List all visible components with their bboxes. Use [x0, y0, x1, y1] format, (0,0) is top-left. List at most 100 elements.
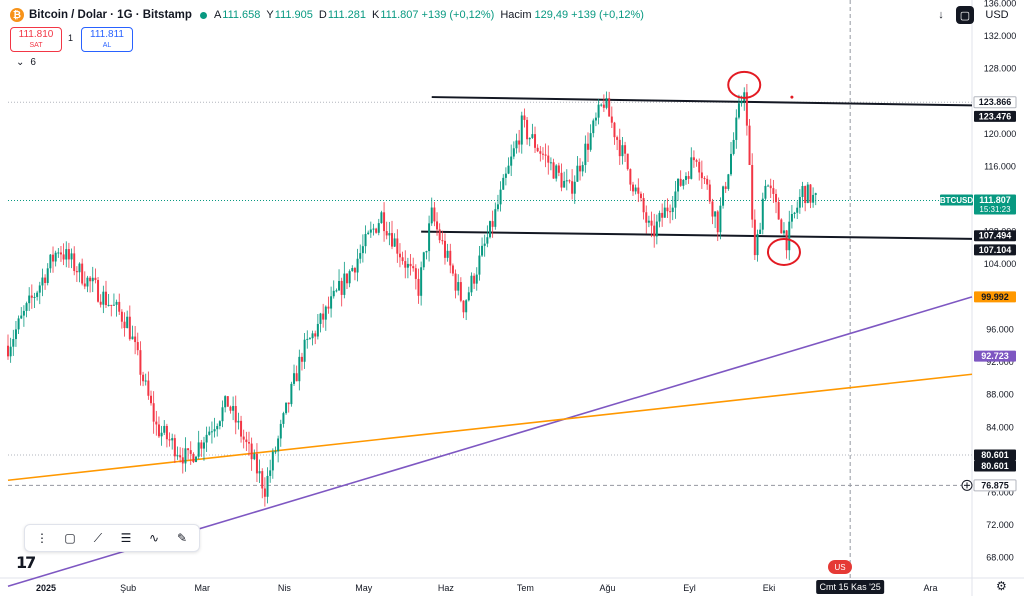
buy-price: 111.811 — [90, 28, 124, 40]
chevron-down-icon: ⌄ — [16, 57, 25, 68]
price-tick-label: 104.000 — [984, 259, 1017, 269]
candle-body — [594, 117, 597, 121]
candle-body — [711, 201, 714, 217]
candle-body — [253, 453, 256, 460]
candle-body — [91, 277, 94, 282]
candle-body — [181, 457, 184, 464]
candle-body — [160, 432, 163, 437]
symbol-tag-badge — [940, 194, 973, 206]
candle-body — [261, 471, 264, 489]
price-axis-badge — [974, 350, 1016, 362]
candle-body — [404, 261, 407, 268]
candle-body — [216, 426, 219, 430]
candle-body — [536, 147, 539, 152]
candle-body — [798, 196, 801, 208]
screenshot-icon[interactable]: ▢ — [956, 6, 974, 24]
candle-body — [777, 202, 780, 220]
fib-lines-icon[interactable]: ☰ — [120, 531, 132, 545]
candle-body — [687, 176, 690, 179]
candle-body — [348, 271, 351, 284]
candle-body — [112, 304, 115, 306]
candle-body — [541, 153, 544, 155]
tradingview-logo[interactable]: 17 — [16, 553, 36, 572]
candle-body — [451, 265, 454, 274]
candle-body — [406, 263, 409, 268]
candle-body — [28, 295, 31, 304]
candle-body — [592, 120, 595, 134]
gear-icon[interactable]: ⚙ — [996, 579, 1007, 593]
sell-button[interactable]: 111.810 SAT — [10, 27, 62, 52]
brush-icon[interactable]: ✎ — [176, 531, 188, 545]
candle-body — [274, 451, 277, 453]
candle-body — [436, 221, 439, 230]
candle-body — [398, 253, 401, 258]
candle-body — [549, 162, 552, 164]
candle-body — [136, 342, 139, 351]
candle-body — [552, 162, 555, 179]
path-icon[interactable]: ∿ — [148, 531, 160, 545]
ohlc-open-value: 111.658 — [222, 9, 261, 21]
drag-handle-icon[interactable]: ⋮ — [36, 531, 48, 545]
candle-body — [134, 336, 137, 343]
candle-body — [610, 116, 613, 123]
candle-body — [123, 321, 126, 329]
sell-label: SAT — [29, 41, 43, 49]
time-tick-label: Tem — [517, 583, 534, 593]
candle-body — [208, 431, 211, 435]
candle-body — [412, 266, 415, 269]
candle-body — [393, 238, 396, 247]
candle-body — [584, 143, 587, 166]
candle-body — [772, 188, 775, 194]
trend-line-icon[interactable]: ⟋ — [93, 530, 103, 545]
symbol-title[interactable]: Bitcoin / Dolar · 1G · Bitstamp — [29, 9, 192, 21]
candle-body — [369, 229, 372, 233]
buy-button[interactable]: 111.811 AL — [81, 27, 133, 52]
candle-body — [457, 282, 460, 291]
candle-body — [401, 257, 404, 262]
candle-body — [245, 439, 248, 443]
candle-body — [489, 221, 491, 238]
candle-body — [608, 98, 611, 117]
candle-body — [597, 104, 600, 118]
candle-body — [277, 438, 280, 452]
candle-body — [377, 223, 380, 233]
symbol-tag-text: BTCUSD — [940, 196, 974, 205]
indicator-toggle[interactable]: ⌄ 6 — [16, 57, 36, 68]
candle-body — [512, 148, 515, 157]
price-axis-badge-text: 76.875 — [981, 480, 1009, 490]
candle-body — [287, 402, 290, 405]
indicator-count: 6 — [30, 57, 36, 68]
candle-body — [396, 238, 399, 254]
candle-body — [126, 316, 129, 329]
rectangle-icon[interactable]: ▢ — [64, 531, 76, 545]
candle-body — [581, 165, 584, 172]
candle-body — [454, 273, 457, 291]
price-axis-badge-text: 99.992 — [981, 292, 1009, 302]
candle-body — [801, 186, 804, 197]
candle-body — [483, 243, 486, 246]
candle-body — [388, 233, 391, 236]
candle-body — [520, 115, 523, 145]
annotation-circle — [766, 237, 801, 266]
candle-body — [616, 137, 619, 140]
candle-body — [322, 313, 325, 320]
candle-body — [695, 160, 698, 162]
currency-select[interactable]: USD — [985, 9, 1009, 21]
candle-body — [748, 125, 751, 166]
candle-body — [639, 193, 642, 199]
candle-body — [38, 285, 41, 293]
candle-body — [258, 471, 261, 474]
candle-body — [703, 178, 706, 180]
price-tick-label: 88.000 — [986, 390, 1014, 400]
drawing-toolbar: ⋮ ▢ ⟋ ☰ ∿ ✎ — [24, 524, 200, 552]
candle-body — [226, 396, 229, 407]
candle-body — [684, 176, 687, 180]
price-axis-badge — [973, 479, 1017, 492]
trendline — [431, 96, 973, 107]
arrow-down-icon[interactable]: ↓ — [938, 9, 944, 21]
candle-body — [128, 316, 131, 340]
us-flag-icon[interactable]: US — [828, 560, 852, 574]
spread-value: 1 — [68, 33, 74, 43]
candle-body — [565, 180, 568, 182]
